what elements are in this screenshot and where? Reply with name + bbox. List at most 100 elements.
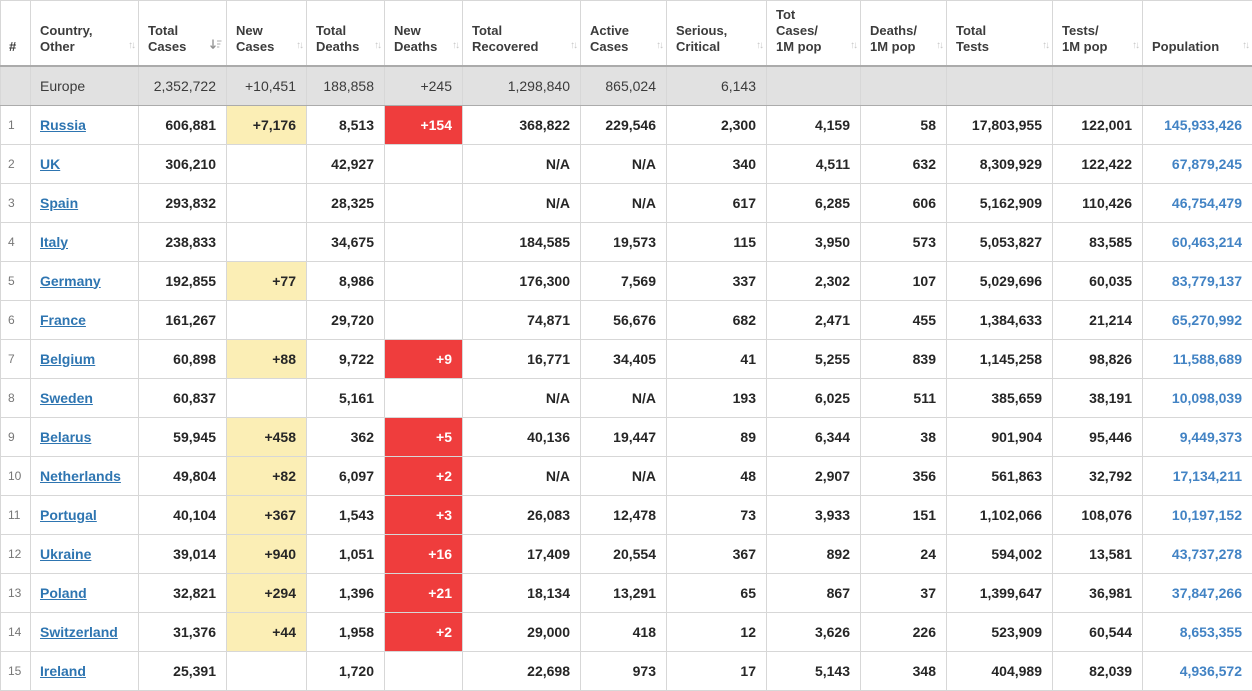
total-cases-cell: 60,898 [139, 339, 227, 378]
country-link[interactable]: France [40, 312, 86, 328]
active-cases-cell: 19,447 [581, 417, 667, 456]
total-cases-cell: 192,855 [139, 261, 227, 300]
population-link[interactable]: 8,653,355 [1180, 624, 1242, 640]
new-deaths-cell [385, 144, 463, 183]
rank-cell: 4 [1, 222, 31, 261]
serious-critical-cell: 115 [667, 222, 767, 261]
total-recovered-cell: N/A [463, 378, 581, 417]
active-cases-cell: 973 [581, 651, 667, 690]
country-link[interactable]: Germany [40, 273, 101, 289]
tests-per-1m-cell: 82,039 [1053, 651, 1143, 690]
cases-per-1m-cell: 2,907 [767, 456, 861, 495]
deaths-per-1m-cell: 356 [861, 456, 947, 495]
deaths-per-1m-cell: 606 [861, 183, 947, 222]
country-link[interactable]: Russia [40, 117, 86, 133]
total-recovered-cell: 26,083 [463, 495, 581, 534]
column-header-new-cases[interactable]: New Cases↑↓ [227, 1, 307, 67]
country-link[interactable]: Sweden [40, 390, 93, 406]
total-recovered-cell: N/A [463, 144, 581, 183]
column-header-cases-per-1m[interactable]: Tot Cases/ 1M pop↑↓ [767, 1, 861, 67]
column-label: Total Recovered [472, 23, 538, 54]
country-link[interactable]: UK [40, 156, 60, 172]
rank-cell: 2 [1, 144, 31, 183]
serious-critical-cell: 73 [667, 495, 767, 534]
column-header-country[interactable]: Country, Other↑↓ [31, 1, 139, 67]
population-link[interactable]: 4,936,572 [1180, 663, 1242, 679]
country-link[interactable]: Netherlands [40, 468, 121, 484]
total-recovered-cell: 74,871 [463, 300, 581, 339]
deaths-per-1m-cell: 151 [861, 495, 947, 534]
column-header-active-cases[interactable]: Active Cases↑↓ [581, 1, 667, 67]
new-cases-cell [227, 183, 307, 222]
total-tests-cell: 8,309,929 [947, 144, 1053, 183]
population-cell: 145,933,426 [1143, 105, 1252, 144]
country-link[interactable]: Ukraine [40, 546, 91, 562]
column-header-serious-critical[interactable]: Serious, Critical↑↓ [667, 1, 767, 67]
population-link[interactable]: 11,588,689 [1173, 351, 1242, 367]
population-link[interactable]: 65,270,992 [1172, 312, 1242, 328]
country-link[interactable]: Portugal [40, 507, 97, 523]
country-cell: Russia [31, 105, 139, 144]
serious-critical-cell: 337 [667, 261, 767, 300]
column-header-total-recovered[interactable]: Total Recovered↑↓ [463, 1, 581, 67]
cases-per-1m-cell: 5,255 [767, 339, 861, 378]
population-link[interactable]: 9,449,373 [1180, 429, 1242, 445]
column-header-population[interactable]: Population↑↓ [1143, 1, 1252, 67]
population-link[interactable]: 67,879,245 [1172, 156, 1242, 172]
country-link[interactable]: Belgium [40, 351, 95, 367]
total-recovered-cell: 40,136 [463, 417, 581, 456]
tests-per-1m-cell: 60,544 [1053, 612, 1143, 651]
population-cell: 11,588,689 [1143, 339, 1252, 378]
column-header-total-deaths[interactable]: Total Deaths↑↓ [307, 1, 385, 67]
active-cases-cell: N/A [581, 183, 667, 222]
column-label: Tot Cases/ 1M pop [776, 7, 822, 54]
deaths-per-1m-cell: 24 [861, 534, 947, 573]
population-link[interactable]: 83,779,137 [1172, 273, 1242, 289]
new-deaths-cell: +2 [385, 456, 463, 495]
total-deaths-cell: 362 [307, 417, 385, 456]
deaths-per-1m-cell: 573 [861, 222, 947, 261]
column-header-total-tests[interactable]: Total Tests↑↓ [947, 1, 1053, 67]
country-link[interactable]: Belarus [40, 429, 91, 445]
country-link[interactable]: Switzerland [40, 624, 118, 640]
country-cell: Germany [31, 261, 139, 300]
country-link[interactable]: Spain [40, 195, 78, 211]
country-link[interactable]: Poland [40, 585, 87, 601]
rank-cell: 10 [1, 456, 31, 495]
tests-per-1m-cell: 32,792 [1053, 456, 1143, 495]
column-header-deaths-per-1m[interactable]: Deaths/ 1M pop↑↓ [861, 1, 947, 67]
column-header-new-deaths[interactable]: New Deaths↑↓ [385, 1, 463, 67]
new-cases-cell: +82 [227, 456, 307, 495]
column-label: Country, Other [40, 23, 92, 54]
sort-both-icon: ↑↓ [374, 38, 380, 54]
new-deaths-cell [385, 378, 463, 417]
country-link[interactable]: Ireland [40, 663, 86, 679]
population-link[interactable]: 46,754,479 [1172, 195, 1242, 211]
country-cell: UK [31, 144, 139, 183]
country-link[interactable]: Italy [40, 234, 68, 250]
total-recovered-cell: 176,300 [463, 261, 581, 300]
column-header-tests-per-1m[interactable]: Tests/ 1M pop↑↓ [1053, 1, 1143, 67]
population-link[interactable]: 43,737,278 [1172, 546, 1242, 562]
population-link[interactable]: 145,933,426 [1164, 117, 1242, 133]
population-link[interactable]: 60,463,214 [1172, 234, 1242, 250]
total-recovered-cell: 184,585 [463, 222, 581, 261]
population-link[interactable]: 10,098,039 [1172, 390, 1242, 406]
column-header-total-cases[interactable]: Total Cases [139, 1, 227, 67]
country-cell: Switzerland [31, 612, 139, 651]
rank-cell: 11 [1, 495, 31, 534]
population-link[interactable]: 10,197,152 [1172, 507, 1242, 523]
cases-per-1m-cell: 2,471 [767, 300, 861, 339]
population-link[interactable]: 17,134,211 [1173, 468, 1242, 484]
total-deaths-cell: 42,927 [307, 144, 385, 183]
total-tests-cell: 5,162,909 [947, 183, 1053, 222]
population-link[interactable]: 37,847,266 [1172, 585, 1242, 601]
total-cases-cell: 25,391 [139, 651, 227, 690]
population-cell: 67,879,245 [1143, 144, 1252, 183]
total-tests-cell: 385,659 [947, 378, 1053, 417]
